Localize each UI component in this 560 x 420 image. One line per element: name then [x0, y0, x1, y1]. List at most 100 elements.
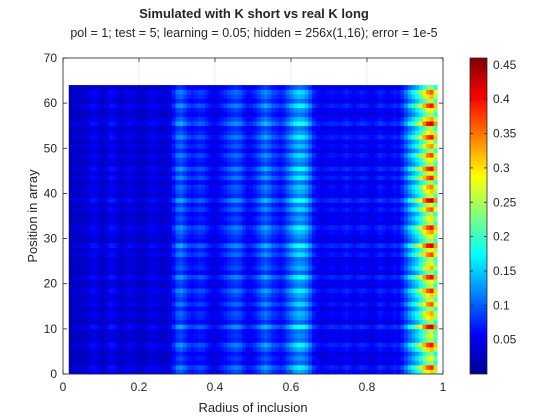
- heatmap-cell: [234, 243, 239, 248]
- heatmap-cell: [68, 328, 73, 334]
- heatmap-cell: [138, 337, 143, 343]
- heatmap-cell: [68, 342, 73, 348]
- heatmap-cell: [289, 157, 294, 163]
- heatmap-cell: [271, 234, 276, 239]
- heatmap-cell: [186, 148, 191, 154]
- heatmap-cell: [323, 364, 328, 370]
- heatmap-cell: [275, 206, 280, 212]
- heatmap-cell: [124, 229, 129, 235]
- heatmap-cell: [127, 130, 132, 136]
- heatmap-cell: [79, 89, 84, 95]
- heatmap-cell: [271, 288, 276, 294]
- heatmap-cell: [179, 337, 184, 343]
- heatmap-cell: [116, 288, 121, 294]
- heatmap-cell: [127, 256, 132, 262]
- heatmap-cell: [68, 252, 73, 257]
- heatmap-cell: [241, 157, 246, 163]
- heatmap-cell: [194, 346, 199, 352]
- heatmap-cell: [94, 306, 99, 312]
- heatmap-cell: [83, 261, 88, 266]
- heatmap-cell: [175, 301, 180, 307]
- heatmap-cell: [94, 288, 99, 294]
- heatmap-cell: [293, 247, 298, 253]
- heatmap-cell: [304, 103, 309, 108]
- heatmap-cell: [79, 125, 84, 131]
- heatmap-cell: [197, 139, 202, 145]
- heatmap-cell: [348, 364, 353, 370]
- heatmap-cell: [157, 265, 162, 271]
- heatmap-cell: [175, 360, 180, 366]
- heatmap-cell: [201, 125, 206, 131]
- heatmap-cell: [98, 333, 103, 339]
- heatmap-cell: [98, 94, 103, 99]
- heatmap-cell: [256, 328, 261, 334]
- heatmap-cell: [98, 225, 103, 230]
- heatmap-cell: [249, 270, 254, 276]
- heatmap-cell: [219, 288, 224, 294]
- heatmap-cell: [120, 256, 125, 262]
- heatmap-cell: [76, 342, 81, 348]
- heatmap-cell: [190, 261, 195, 266]
- heatmap-cell: [223, 139, 228, 145]
- heatmap-cell: [337, 179, 342, 185]
- heatmap-cell: [267, 328, 272, 334]
- heatmap-cell: [120, 175, 125, 181]
- heatmap-cell: [212, 306, 217, 312]
- heatmap-cell: [230, 364, 235, 370]
- heatmap-cell: [249, 206, 254, 212]
- heatmap-cell: [194, 333, 199, 339]
- heatmap-cell: [68, 112, 73, 118]
- heatmap-cell: [205, 134, 210, 140]
- heatmap-cell: [98, 310, 103, 316]
- heatmap-cell: [179, 234, 184, 239]
- heatmap-cell: [109, 103, 114, 108]
- heatmap-cell: [208, 355, 213, 361]
- heatmap-cell: [297, 274, 302, 280]
- heatmap-cell: [249, 107, 254, 113]
- heatmap-cell: [352, 211, 357, 217]
- heatmap-cell: [352, 283, 357, 289]
- heatmap-cell: [186, 283, 191, 289]
- heatmap-cell: [157, 94, 162, 99]
- heatmap-cell: [90, 134, 95, 140]
- heatmap-cell: [253, 337, 258, 343]
- heatmap-cell: [219, 175, 224, 181]
- heatmap-cell: [94, 134, 99, 140]
- heatmap-cell: [326, 179, 331, 185]
- heatmap-cell: [227, 130, 232, 136]
- heatmap-cell: [153, 125, 158, 131]
- heatmap-cell: [90, 351, 95, 357]
- heatmap-cell: [116, 112, 121, 118]
- heatmap-cell: [341, 130, 346, 136]
- heatmap-cell: [278, 342, 283, 348]
- heatmap-cell: [109, 225, 114, 230]
- heatmap-cell: [164, 360, 169, 366]
- heatmap-cell: [208, 319, 213, 325]
- heatmap-cell: [334, 188, 339, 194]
- heatmap-cell: [175, 252, 180, 257]
- heatmap-cell: [260, 310, 265, 316]
- heatmap-cell: [87, 225, 92, 230]
- heatmap-cell: [120, 202, 125, 208]
- heatmap-cell: [90, 193, 95, 199]
- heatmap-cell: [153, 143, 158, 149]
- heatmap-cell: [116, 324, 121, 330]
- heatmap-cell: [230, 333, 235, 339]
- heatmap-cell: [175, 243, 180, 248]
- heatmap-cell: [160, 274, 165, 280]
- heatmap-cell: [201, 310, 206, 316]
- heatmap-cell: [160, 270, 165, 276]
- heatmap-cell: [326, 143, 331, 149]
- heatmap-cell: [190, 252, 195, 257]
- heatmap-cell: [116, 188, 121, 194]
- heatmap-cell: [194, 216, 199, 221]
- heatmap-cell: [124, 85, 129, 90]
- heatmap-cell: [68, 94, 73, 99]
- heatmap-cell: [171, 121, 176, 127]
- heatmap-cell: [116, 243, 121, 248]
- heatmap-cell: [330, 315, 335, 321]
- heatmap-cell: [256, 355, 261, 361]
- heatmap-cell: [253, 351, 258, 357]
- heatmap-cell: [249, 121, 254, 127]
- heatmap-cell: [293, 166, 298, 172]
